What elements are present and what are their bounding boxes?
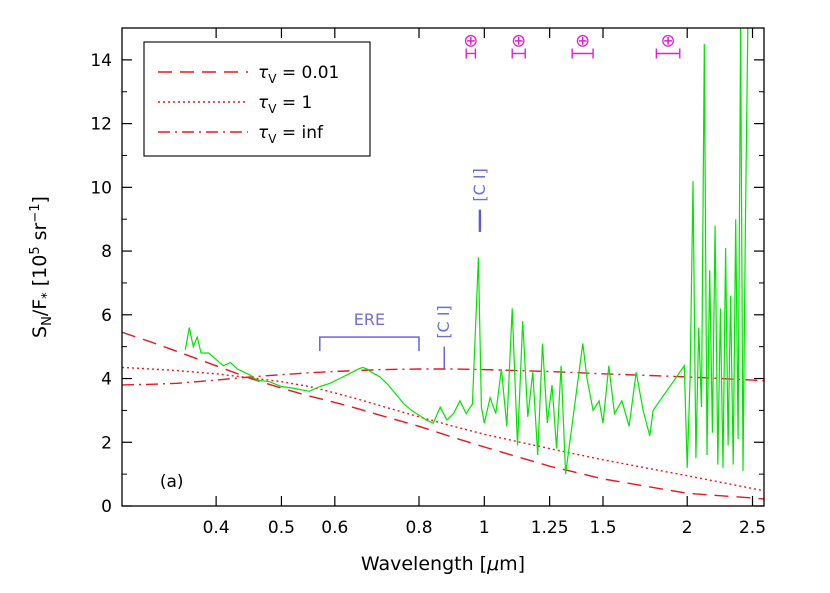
ci-line-label: [C I]: [470, 168, 489, 201]
axis-ticks: 0.4 0.5 0.6 0.8 1 1.25 1.5 2 2.5 0 2 4 6 8 10 12 14: [90, 28, 766, 538]
mu-symbol: μ: [486, 553, 499, 575]
telluric-band: ⊕: [511, 30, 526, 59]
x-tick-label: 0.5: [268, 518, 295, 538]
plot-area: [122, 28, 764, 500]
legend: τV = 0.01 τV = 1 τV = inf: [143, 41, 371, 157]
plot-frame: [121, 27, 765, 507]
panel-label: (a): [160, 472, 184, 492]
earth-symbol-icon: ⊕: [463, 30, 478, 51]
ere-bracket: [319, 336, 420, 352]
earth-symbol-icon: ⊕: [511, 30, 526, 51]
series-line-dashed: [122, 331, 764, 500]
earth-symbol-icon: ⊕: [575, 30, 590, 51]
legend-entry-label: τV = 1: [258, 93, 312, 116]
x-tick-label: 0.6: [321, 518, 348, 538]
x-tick-label: 0.4: [203, 518, 230, 538]
x-tick-label: 2: [682, 518, 693, 538]
telluric-band: ⊕: [655, 30, 681, 59]
legend-entry-label: τV = inf: [258, 123, 324, 146]
ci-line-label: [C I]: [434, 305, 453, 338]
annotations: (a) ERE [C I] [C I] ⊕ ⊕ ⊕ ⊕: [160, 30, 681, 492]
y-tick-label: 0: [101, 497, 112, 517]
y-tick-label: 2: [101, 433, 112, 453]
series-line-dotted: [122, 366, 764, 492]
x-tick-label: 2.5: [739, 518, 766, 538]
y-tick-label: 6: [101, 306, 112, 326]
telluric-band: ⊕: [463, 30, 478, 59]
x-tick-label: 1.25: [531, 518, 569, 538]
ere-label: ERE: [354, 310, 385, 329]
series-line-dashdot: [122, 368, 764, 386]
y-tick-label: 4: [101, 370, 112, 390]
y-tick-label: 14: [90, 51, 112, 71]
legend-entry-label: τV = 0.01: [258, 63, 339, 86]
y-tick-label: 10: [90, 178, 112, 198]
x-tick-label: 0.8: [405, 518, 432, 538]
legend-box: [143, 41, 371, 157]
earth-symbol-icon: ⊕: [661, 30, 676, 51]
y-tick-label: 12: [90, 115, 112, 135]
y-axis-label: SN/F* [105 sr−1]: [28, 196, 55, 338]
x-axis-label: Wavelength [μm]: [361, 553, 525, 575]
y-tick-label: 8: [101, 242, 112, 262]
x-tick-label: 1.5: [589, 518, 616, 538]
series-line-observed: [184, 28, 749, 475]
x-tick-label: 1: [479, 518, 490, 538]
telluric-band: ⊕: [571, 30, 594, 59]
